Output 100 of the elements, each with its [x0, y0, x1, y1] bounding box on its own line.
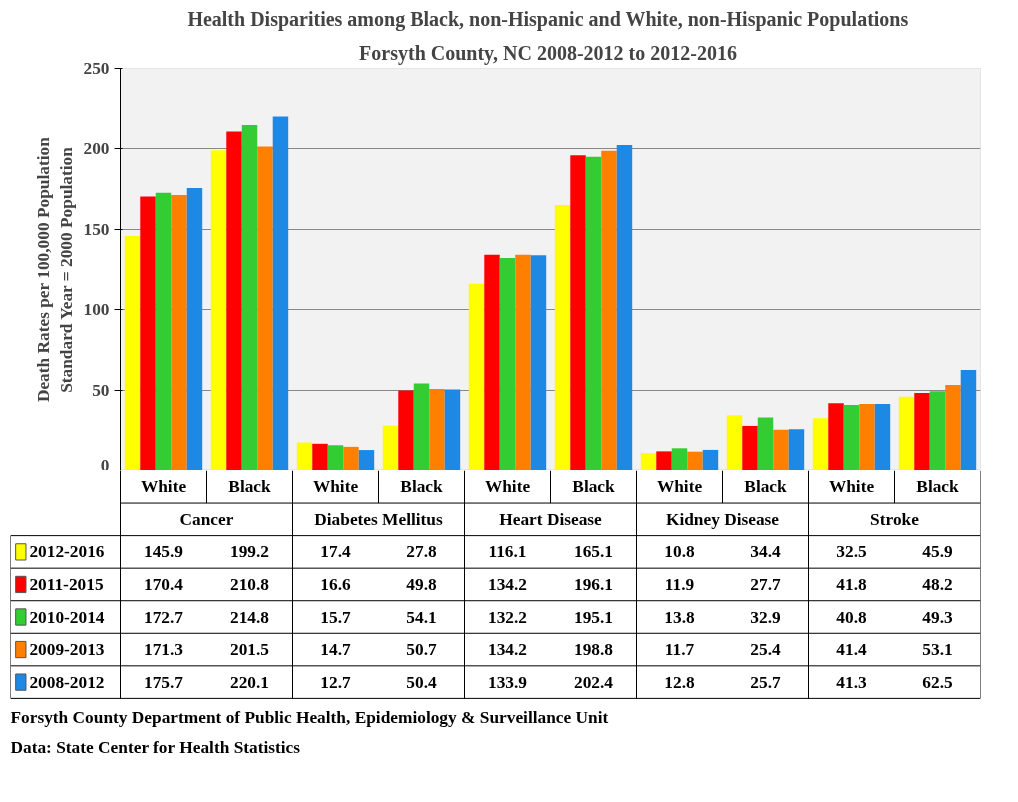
bar	[499, 257, 516, 470]
bar	[812, 418, 829, 470]
bar	[241, 125, 258, 470]
data-label: 17.4	[320, 542, 351, 562]
data-label: 132.2	[488, 607, 528, 627]
data-label: 34.4	[750, 542, 781, 562]
bar	[140, 196, 156, 470]
data-label: 25.7	[750, 672, 781, 692]
bar	[210, 150, 227, 470]
bar	[640, 453, 657, 470]
legend-label: 2012-2016	[29, 542, 105, 562]
data-label: 202.4	[574, 672, 614, 692]
y-axis-title: Death Rates per 100,000 Population Standard Year = 2000 Population	[33, 136, 76, 403]
text: Stroke	[870, 509, 920, 529]
bar	[742, 425, 758, 470]
data-label: 201.5	[230, 640, 270, 660]
x-tick-label: White	[140, 477, 187, 497]
data-label: 195.1	[574, 607, 614, 627]
bar	[382, 425, 399, 470]
x-tick-label: Black	[228, 477, 272, 497]
chart-title: Health Disparities among Black, non-Hispanic and White, non-Hispanic Populations	[187, 7, 909, 31]
data-label: 198.8	[574, 640, 614, 660]
bar	[960, 370, 977, 470]
bar	[124, 235, 141, 470]
data-label: 145.9	[144, 542, 184, 562]
bar	[155, 192, 172, 470]
data-label: 199.2	[230, 542, 270, 562]
bar	[171, 195, 187, 470]
data-label: 14.7	[320, 640, 351, 660]
bar	[429, 388, 445, 470]
bar	[874, 404, 891, 470]
bar	[343, 446, 359, 470]
data-label: 41.4	[836, 640, 867, 660]
data-label: 11.9	[664, 574, 695, 594]
data-label: 214.8	[230, 607, 270, 627]
bar	[257, 146, 273, 470]
x-tick-label: White	[312, 477, 359, 497]
legend-label: 2009-2013	[29, 640, 105, 660]
x-tick-label: White	[828, 477, 875, 497]
bar	[687, 451, 703, 470]
data-label: 27.7	[750, 574, 781, 594]
bar	[515, 254, 531, 470]
bar	[312, 443, 328, 470]
bar	[444, 389, 461, 470]
data-label: 134.2	[488, 640, 528, 660]
bar	[601, 150, 617, 470]
data-label: 45.9	[922, 542, 953, 562]
data-label: 32.5	[836, 542, 867, 562]
data-label: 15.7	[320, 607, 351, 627]
y-tick-label: 100	[83, 300, 110, 320]
data-label: 41.3	[836, 672, 867, 692]
bar	[554, 205, 571, 470]
bar	[186, 187, 203, 470]
data-label: 50.4	[406, 672, 437, 692]
data-label: 50.7	[406, 640, 437, 660]
bar	[530, 255, 547, 470]
y-tick-label: 200	[83, 139, 110, 159]
data-label: 49.3	[922, 607, 953, 627]
data-label: 10.8	[664, 542, 695, 562]
data-label: 11.7	[664, 640, 695, 660]
bar	[843, 404, 860, 470]
bar	[585, 156, 602, 470]
x-tick-label: Black	[744, 477, 788, 497]
data-label: 220.1	[230, 672, 270, 692]
bar	[859, 403, 875, 470]
data-label: 32.9	[750, 607, 781, 627]
chart-subtitle: Forsyth County, NC 2008-2012 to 2012-2016	[359, 41, 737, 65]
data-label: 54.1	[406, 607, 437, 627]
data-label: 12.8	[664, 672, 695, 692]
data-label: 41.8	[836, 574, 867, 594]
bar	[898, 396, 915, 470]
text: Heart Disease	[499, 509, 603, 529]
x-tick-label: Black	[916, 477, 960, 497]
data-label: 165.1	[574, 542, 614, 562]
bar	[413, 383, 430, 470]
bar	[272, 116, 289, 470]
legend-label: 2010-2014	[29, 607, 105, 627]
data-label: 27.8	[406, 542, 437, 562]
bar	[296, 442, 313, 470]
data-label: 13.8	[664, 607, 695, 627]
y-tick-label: 250	[83, 59, 110, 78]
bar	[398, 390, 414, 470]
legend-label: 2011-2015	[29, 574, 104, 594]
bar	[773, 429, 789, 470]
bar	[828, 403, 844, 470]
data-label: 134.2	[488, 574, 528, 594]
text: Forsyth County Department of Public Health, Epidemiology & Surveillance Unit	[10, 708, 609, 728]
text: Diabetes Mellitus	[314, 509, 444, 529]
bar	[484, 254, 500, 470]
bar	[726, 415, 743, 470]
data-label: 210.8	[230, 574, 270, 594]
bar	[671, 448, 688, 470]
data-label: 175.7	[144, 672, 184, 692]
y-tick-label: 50	[92, 380, 110, 400]
data-label: 12.7	[320, 672, 351, 692]
legend-label: 2008-2012	[29, 672, 105, 692]
bar	[702, 449, 719, 470]
data-label: 116.1	[488, 542, 527, 562]
text: Kidney Disease	[665, 509, 780, 529]
bar	[570, 155, 586, 470]
